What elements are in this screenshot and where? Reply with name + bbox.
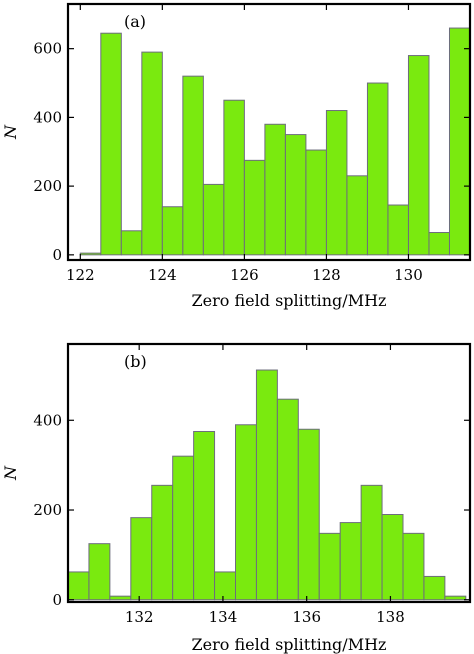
histogram-bar: [318, 532, 341, 601]
histogram-bar: [172, 455, 195, 601]
histogram-bar: [182, 75, 204, 256]
histogram-bar: [297, 428, 320, 601]
x-tick-label: 128: [312, 266, 341, 284]
histogram-bar: [448, 27, 471, 256]
histogram-bar: [360, 484, 383, 601]
histogram-bar: [402, 532, 425, 601]
histogram-bar: [381, 514, 404, 601]
y-tick-label: 400: [33, 411, 62, 429]
histogram-bar: [79, 252, 102, 256]
y-tick-label: 200: [33, 501, 62, 519]
x-tick-label: 138: [376, 608, 405, 626]
x-tick-label: 122: [66, 266, 95, 284]
y-tick-label: 600: [33, 40, 62, 58]
y-tick-label: 0: [52, 246, 62, 264]
histogram-bar: [109, 595, 132, 601]
histogram-bar: [305, 149, 327, 256]
histogram-bar: [339, 522, 362, 601]
histogram-bar: [235, 424, 257, 601]
histogram-bar: [423, 575, 446, 601]
y-axis-label: N: [1, 465, 20, 481]
chart-panel-a: 122 124 126 128 130 0 200 400 600 (a) Zero field s…: [1, 2, 472, 310]
panel-label: (a): [124, 12, 146, 31]
x-axis-label: Zero field splitting/MHz: [192, 291, 387, 310]
histogram-bar: [88, 543, 111, 601]
histogram-bar: [130, 517, 153, 601]
histogram-bar: [428, 232, 450, 256]
y-tick-label: 0: [52, 591, 62, 609]
x-axis-label: Zero field splitting/MHz: [192, 635, 387, 654]
x-tick-label: 126: [230, 266, 259, 284]
histogram-bar: [264, 123, 286, 256]
histogram-bar: [255, 369, 278, 601]
histogram-bar: [141, 51, 163, 256]
histogram-bar: [161, 206, 184, 256]
y-axis-label: N: [1, 124, 20, 140]
histogram-bar: [407, 55, 430, 256]
histogram-bar: [67, 571, 90, 601]
histogram-bar: [100, 32, 122, 256]
histogram-bar: [223, 99, 245, 256]
x-tick-label: 132: [125, 608, 154, 626]
histogram-bar: [276, 398, 299, 601]
chart-panel-b: 132 134 136 138 0 200 400 (b) Zero field splitti…: [1, 342, 472, 654]
histogram-bar: [243, 159, 266, 256]
x-tick-label: 130: [394, 266, 423, 284]
plot-frame: [66, 2, 472, 262]
x-tick-label: 134: [209, 608, 238, 626]
histogram-bar: [284, 134, 307, 256]
x-tick-label: 124: [148, 266, 177, 284]
plot-frame: [66, 342, 472, 604]
y-tick-label: 200: [33, 177, 62, 195]
histogram-bar: [193, 430, 216, 601]
histogram-bar: [444, 595, 467, 601]
histogram-bar: [202, 183, 225, 256]
histogram-bar: [151, 484, 174, 601]
histogram-bar: [387, 204, 409, 256]
histogram-bar: [366, 82, 389, 256]
y-tick-label: 400: [33, 108, 62, 126]
histogram-bar: [214, 571, 236, 601]
panel-label: (b): [124, 352, 147, 371]
histogram-bar: [120, 230, 143, 256]
histogram-bar: [346, 175, 368, 256]
x-tick-label: 136: [292, 608, 321, 626]
histogram-bar: [325, 110, 348, 256]
